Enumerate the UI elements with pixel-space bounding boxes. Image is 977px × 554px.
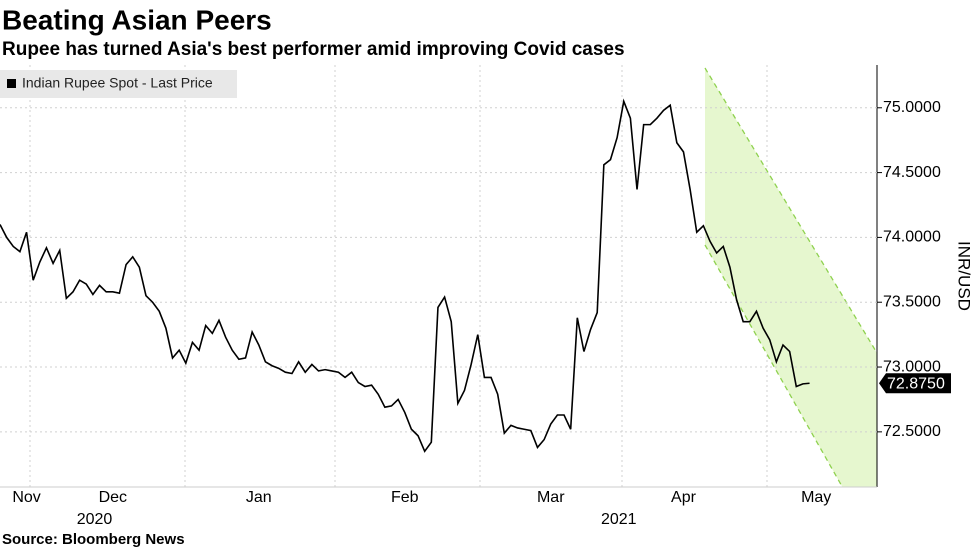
x-tick-label: May bbox=[801, 489, 831, 506]
legend bbox=[0, 70, 237, 98]
chart-title: Beating Asian Peers bbox=[2, 4, 272, 35]
line-series bbox=[0, 98, 810, 453]
x-tick-label: Nov bbox=[12, 489, 40, 506]
x-year-label: 2021 bbox=[601, 511, 637, 528]
x-tick-label: Mar bbox=[537, 489, 565, 506]
y-tick-label: 75.0000 bbox=[883, 99, 941, 116]
y-tick-label: 74.5000 bbox=[883, 164, 941, 181]
x-tick-label: Dec bbox=[99, 489, 127, 506]
source: Source: Bloomberg News bbox=[2, 531, 185, 548]
legend-label: Indian Rupee Spot - Last Price bbox=[22, 75, 213, 91]
y-tick-label: 73.0000 bbox=[883, 358, 941, 375]
y-tick-label: 73.5000 bbox=[883, 293, 941, 310]
x-tick-label: Jan bbox=[246, 489, 272, 506]
x-tick-label: Feb bbox=[391, 489, 419, 506]
vertical-grid bbox=[29, 65, 768, 487]
y-tick-label: 74.0000 bbox=[883, 229, 941, 246]
trend-channel bbox=[704, 67, 877, 487]
x-year-label: 2020 bbox=[77, 511, 113, 528]
last-value-box bbox=[879, 373, 951, 394]
y-tick-label: 72.5000 bbox=[883, 423, 941, 440]
x-tick-label: Apr bbox=[671, 489, 697, 506]
y-axis-label: INR/USD bbox=[955, 241, 974, 311]
legend-swatch bbox=[7, 79, 16, 88]
chart-subtitle: Rupee has turned Asia's best performer a… bbox=[2, 39, 625, 60]
last-value-label: 72.8750 bbox=[887, 375, 945, 392]
